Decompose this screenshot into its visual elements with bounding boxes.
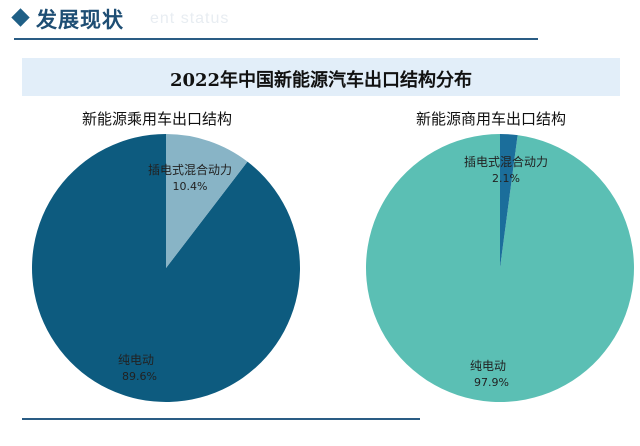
slice-label-phev: 插电式混合动力 bbox=[464, 154, 548, 169]
pie-slice-phev bbox=[500, 134, 518, 268]
header-divider bbox=[14, 38, 538, 40]
slice-label-bev: 纯电动 bbox=[118, 353, 154, 367]
slice-label-bev: 纯电动 bbox=[470, 359, 506, 373]
pie-chart-passenger: 纯电动 89.6% 插电式混合动力 10.4% bbox=[31, 134, 300, 402]
chart-title-commercial: 新能源商用车出口结构 bbox=[416, 110, 567, 128]
footer-divider bbox=[22, 418, 420, 420]
section-subtitle: ent status bbox=[150, 10, 230, 27]
section-title: 发展现状 bbox=[36, 7, 124, 32]
slice-value-phev: 10.4% bbox=[173, 180, 208, 193]
pie-slice-bev bbox=[365, 134, 634, 403]
slice-value-bev: 97.9% bbox=[474, 376, 509, 389]
banner-title: 2022年中国新能源汽车出口结构分布 bbox=[169, 70, 473, 91]
pie-slice-bev bbox=[31, 134, 300, 402]
pie-chart-commercial: 纯电动 97.9% 插电式混合动力 2.1% bbox=[365, 134, 634, 403]
chart-title-passenger: 新能源乘用车出口结构 bbox=[82, 110, 233, 128]
slice-label-phev: 插电式混合动力 bbox=[148, 162, 232, 177]
section-header: 发展现状 ent status bbox=[0, 0, 640, 40]
title-banner: 2022年中国新能源汽车出口结构分布 bbox=[22, 58, 620, 96]
pie-slice-phev bbox=[166, 134, 248, 268]
slice-value-phev: 2.1% bbox=[492, 172, 520, 185]
slice-value-bev: 89.6% bbox=[122, 370, 157, 383]
